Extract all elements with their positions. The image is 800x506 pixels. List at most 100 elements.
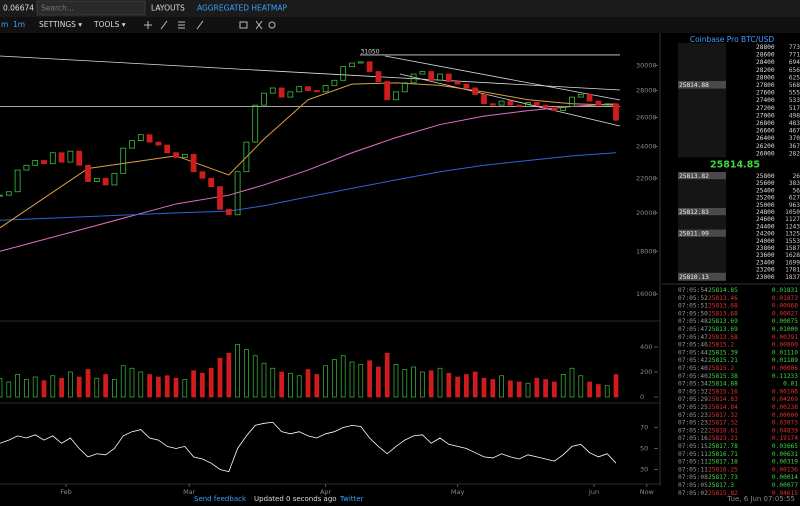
volume-bar: [411, 366, 416, 398]
heatmap-link[interactable]: AGGREGATED HEATMAP: [197, 4, 288, 13]
book-size: 1781: [785, 267, 800, 274]
volume-bar: [569, 367, 575, 398]
settings-menu[interactable]: SETTINGS ▾: [39, 20, 82, 29]
book-size: 383: [789, 180, 800, 187]
trade-price: 25813.69: [708, 318, 738, 325]
book-price: 23600: [756, 252, 775, 259]
trade-time: 07:05:23: [678, 412, 708, 419]
trade-size: 0.00000: [772, 412, 798, 419]
book-row: [678, 265, 726, 274]
candle: [419, 71, 426, 75]
volume-bar: [384, 352, 390, 398]
trade-size: 0.19174: [772, 435, 798, 442]
trade-size: 0.01110: [772, 349, 798, 356]
volume-bar: [235, 344, 240, 398]
trade-size: 0.03665: [772, 443, 798, 450]
candle: [0, 194, 3, 197]
volume-bar: [420, 371, 425, 398]
book-size: 1587: [785, 245, 800, 252]
trade-price: 25814.88: [708, 381, 738, 388]
book-price: 27600: [756, 90, 775, 97]
twitter-link[interactable]: Twitter: [339, 495, 364, 503]
candle: [278, 87, 285, 98]
trade-time: 07:05:11: [678, 451, 708, 458]
volume-bar: [15, 374, 20, 398]
book-tag: 25813.82: [679, 173, 709, 180]
volume-bar: [314, 374, 320, 398]
volume-bar: [50, 375, 56, 398]
trade-price: 25815.82: [708, 490, 738, 497]
trade-price: 25815.38: [708, 373, 738, 380]
trade-time: 07:05:22: [678, 427, 708, 434]
trade-time: 07:05:51: [678, 303, 708, 310]
book-size: 694: [789, 59, 800, 66]
book-size: 963: [789, 202, 800, 209]
layouts-menu[interactable]: LAYOUTS: [151, 4, 185, 13]
trade-size: 0.00077: [772, 482, 798, 489]
trade-time: 07:05:23: [678, 420, 708, 427]
trade-time: 07:05:48: [678, 318, 708, 325]
y-tick-label: 28000: [636, 87, 657, 95]
trade-size: 0.00014: [772, 474, 798, 481]
volume-bar: [164, 375, 170, 398]
trade-price: 25817.32: [708, 412, 738, 419]
volume-bar: [340, 355, 346, 398]
book-size: 483: [789, 120, 800, 127]
trade-price: 25813.69: [708, 326, 738, 333]
tool-icons[interactable]: [144, 20, 276, 30]
candle: [322, 84, 329, 93]
volume-bar: [455, 376, 460, 398]
volume-bar: [525, 382, 531, 398]
candle: [613, 103, 619, 121]
candle: [243, 141, 250, 173]
volume-bar: [138, 371, 144, 398]
trade-time: 07:05:47: [678, 334, 708, 341]
trade-price: 25815.16: [708, 388, 738, 395]
trade-size: 0.01873: [772, 295, 798, 302]
candle: [252, 104, 259, 143]
search-placeholder[interactable]: Search...: [41, 4, 74, 13]
candle: [604, 103, 611, 106]
book-price: 28200: [756, 67, 775, 74]
trade-size: 0.11233: [772, 373, 798, 380]
volume-bar: [252, 355, 258, 398]
candle: [533, 102, 540, 106]
book-row: [678, 215, 726, 224]
book-row: [678, 193, 726, 202]
trade-price: 25816.71: [708, 451, 738, 458]
trade-size: 0.00136: [772, 466, 798, 473]
trade-price: 25823.21: [708, 435, 738, 442]
volume-bar: [516, 381, 522, 398]
trade-size: 0.00106: [772, 388, 798, 395]
trade-time: 07:05:34: [678, 381, 708, 388]
volume-bar: [59, 377, 64, 398]
timeframe[interactable]: 1m: [13, 20, 25, 29]
book-size: 1325: [785, 231, 800, 238]
book-row: [678, 81, 726, 89]
trade-size: 0.04269: [772, 396, 798, 403]
book-size: 1127: [785, 216, 800, 223]
book-price: 26200: [756, 143, 775, 150]
candle: [225, 208, 232, 216]
volume-bar: [358, 364, 364, 398]
candle: [190, 153, 197, 173]
tools-menu[interactable]: TOOLS ▾: [93, 20, 126, 29]
book-size: 656: [789, 67, 800, 74]
feedback-link[interactable]: Send feedback: [194, 495, 247, 503]
candle: [384, 81, 391, 101]
candle: [551, 107, 558, 111]
candle: [569, 96, 575, 107]
book-tag: 25810.13: [679, 274, 709, 281]
trade-time: 07:05:08: [678, 474, 708, 481]
timeframe[interactable]: m: [1, 20, 8, 29]
volume-bar: [6, 381, 12, 398]
volume-bar: [208, 367, 214, 398]
trend-lines: [0, 55, 621, 127]
search-box[interactable]: [36, 0, 146, 16]
volume-bar: [508, 380, 513, 398]
trade-size: 0.00068: [772, 303, 798, 310]
volume-bar: [332, 359, 337, 398]
candle: [305, 86, 311, 91]
volume-bar: [499, 375, 504, 398]
volume-bar: [428, 370, 434, 398]
